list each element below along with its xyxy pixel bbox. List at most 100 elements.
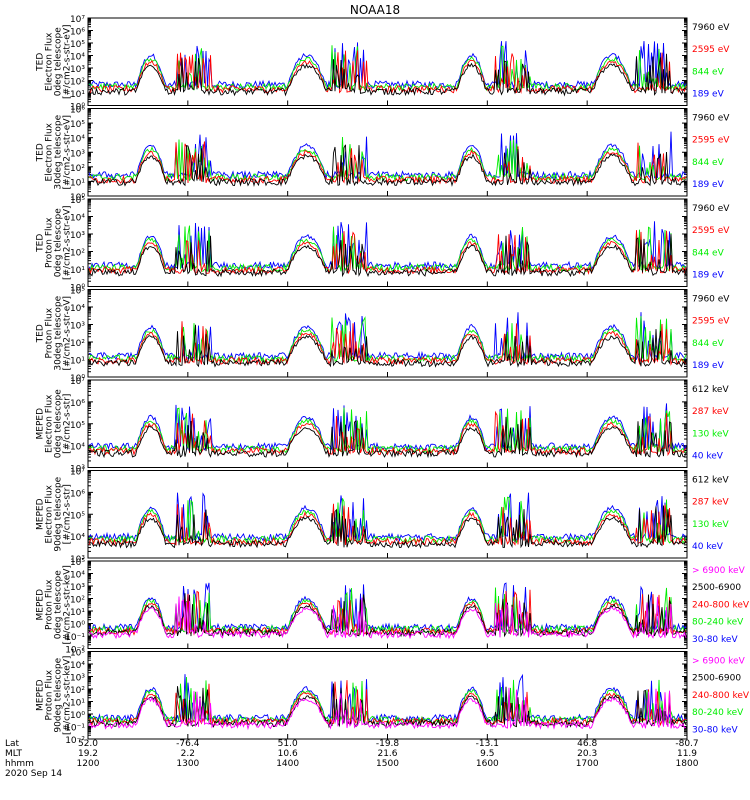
x-tick-label: 20.3 (577, 749, 597, 759)
y-axis-label-line: [#/cm2-s-str-eV] (63, 205, 73, 280)
y-axis-label-line: 90deg telescope (54, 476, 64, 551)
y-tick-label: 10³ (70, 583, 85, 593)
y-tick-label: 10⁵ (70, 40, 85, 50)
y-tick-label: 10⁷ (70, 15, 85, 25)
legend-entry: 2595 eV (692, 45, 730, 55)
y-tick-label: 10⁶ (70, 106, 85, 116)
x-tick-label: 1800 (676, 759, 699, 769)
y-tick-label: 10⁴ (70, 571, 85, 581)
x-row-label: Lat (5, 739, 20, 749)
series-line (88, 136, 687, 183)
y-axis-label-line: [#/cm2-s-str-eV] (63, 24, 73, 99)
trace-group (88, 673, 687, 731)
trace-group (88, 131, 687, 187)
trace-group (88, 221, 687, 278)
x-tick-label: 46.8 (577, 739, 597, 749)
y-tick-label: 10⁰ (70, 103, 85, 113)
x-tick-label: 1200 (77, 759, 100, 769)
legend-entry: 2595 eV (692, 226, 730, 236)
series-line (88, 230, 687, 276)
y-axis-label-line: MEPED (36, 589, 46, 621)
series-line (88, 596, 687, 640)
y-tick-label: 10³ (70, 465, 85, 475)
legend-entry: 2595 eV (692, 136, 730, 146)
series-line (88, 676, 687, 725)
series-line (88, 53, 687, 97)
y-tick-label: 10⁵ (70, 287, 85, 297)
y-axis-label: TEDElectron Flux30deg telescope[#/cm2-s-… (36, 114, 73, 189)
y-axis-label-line: Electron Flux (45, 394, 55, 453)
legend-entry: 130 keV (692, 520, 729, 530)
y-axis-label-line: 30deg telescope (54, 114, 64, 189)
y-axis-label-line: 0deg telescope (54, 27, 64, 97)
y-tick-label: 10⁴ (70, 135, 85, 145)
trace-group (88, 41, 687, 97)
y-tick-label: 10⁻¹ (65, 633, 85, 643)
legend-entry: 40 keV (692, 451, 724, 461)
panel-frame (87, 651, 688, 740)
y-tick-label: 10² (70, 78, 85, 88)
y-tick-label: 10⁴ (70, 53, 85, 63)
y-tick-label: 10² (70, 249, 85, 259)
legend-entry: 189 eV (692, 270, 725, 280)
x-tick-label: 52.0 (78, 739, 98, 749)
legend-entry: 240-800 keV (692, 691, 750, 701)
x-tick-label: -76.4 (176, 739, 200, 749)
y-tick-label: 10⁻² (65, 736, 85, 746)
y-axis-label: TEDProton Flux30deg telescope[#/cm2-s-st… (36, 295, 73, 370)
y-axis-label-line: [#/cm2-s-str-keV] (63, 565, 73, 644)
trace-group (88, 312, 687, 368)
series-line (88, 221, 687, 271)
legend-entry: 7960 eV (692, 204, 730, 214)
legend-entry: 40 keV (692, 542, 724, 552)
legend-entry: 844 eV (692, 339, 725, 349)
y-tick-label: 10⁵ (70, 558, 85, 568)
y-axis-label: MEPEDProton Flux90deg telescope[#/cm2-s-… (36, 656, 73, 735)
x-tick-label: 1600 (476, 759, 499, 769)
y-axis-label-line: TED (36, 324, 46, 343)
x-tick-label: 19.2 (78, 749, 98, 759)
legend-entry: 612 keV (692, 476, 729, 486)
y-tick-label: 10⁷ (70, 377, 85, 387)
y-axis-label-line: Electron Flux (45, 484, 55, 543)
y-tick-label: 10⁵ (70, 120, 85, 130)
y-tick-label: 10⁵ (70, 511, 85, 521)
y-axis-label-line: [#/cm2-s-str-eV] (63, 296, 73, 371)
series-line (88, 407, 687, 454)
series-line (88, 416, 687, 459)
x-tick-label: 1300 (176, 759, 199, 769)
series-line (88, 496, 687, 545)
x-tick-label: -80.7 (675, 739, 698, 749)
y-axis-label: TEDProton Flux0deg telescope[#/cm2-s-str… (36, 205, 73, 280)
y-tick-label: 10² (70, 686, 85, 696)
x-tick-label: 21.6 (377, 749, 397, 759)
y-tick-label: 10⁰ (70, 621, 85, 631)
legend-entry: 2500-6900 (692, 674, 741, 684)
x-tick-label: 1400 (276, 759, 299, 769)
y-tick-label: 10³ (70, 555, 85, 565)
legend-entry: 189 eV (692, 361, 725, 371)
series-line (88, 324, 687, 368)
trace-group (88, 492, 687, 549)
y-tick-label: 10¹ (70, 699, 85, 709)
y-axis-label-line: 0deg telescope (54, 389, 64, 459)
y-tick-label: 10¹ (70, 266, 85, 276)
legend-entry: 844 eV (692, 158, 725, 168)
trace-group (88, 582, 687, 640)
legend-entry: 7960 eV (692, 295, 730, 305)
y-tick-label: 10³ (70, 231, 85, 241)
y-tick-label: 10⁻¹ (65, 724, 85, 734)
series-line (88, 321, 687, 366)
y-tick-label: 10⁶ (70, 399, 85, 409)
y-axis-label-line: [#/cm2-s-str] (63, 484, 73, 544)
y-tick-label: 10³ (70, 674, 85, 684)
date-label: 2020 Sep 14 (5, 769, 62, 779)
series-line (88, 687, 687, 731)
y-axis-label-line: 90deg telescope (54, 657, 64, 732)
